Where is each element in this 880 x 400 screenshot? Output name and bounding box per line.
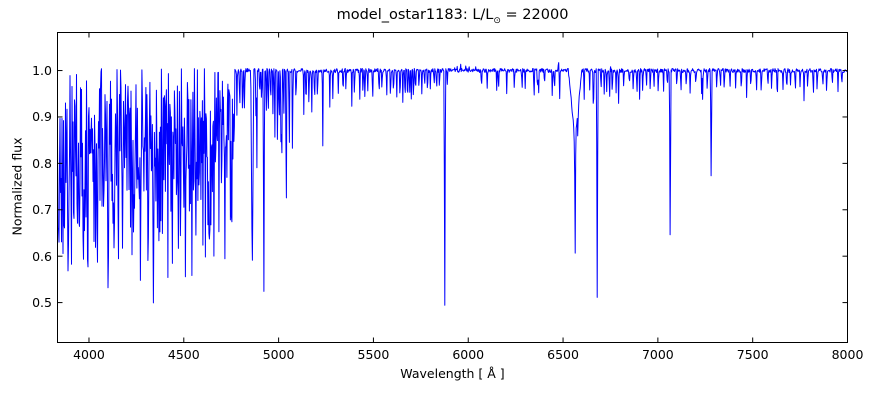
x-tick-label: 5500: [357, 347, 390, 362]
y-axis-label: Normalized flux: [9, 137, 25, 236]
y-tick-label: 1.0: [32, 63, 52, 79]
y-tick-label: 0.8: [32, 155, 52, 171]
plot-title-text: model_ostar1183: L/L: [336, 7, 494, 23]
x-tick-label: 6500: [547, 347, 579, 362]
x-tick-label: 4000: [73, 347, 105, 362]
y-tick-label: 0.7: [32, 202, 52, 218]
sun-symbol: ⊙: [493, 15, 501, 26]
x-tick-label: 6000: [452, 347, 485, 362]
spectrum-canvas: [57, 32, 848, 343]
plot-title: model_ostar1183: L/L⊙ = 22000: [57, 7, 848, 26]
plot-title-value: = 22000: [500, 7, 569, 23]
x-axis-label: Wavelength [ Å ]: [400, 366, 505, 381]
x-tick-label: 7500: [736, 347, 769, 362]
plot-area: [57, 32, 848, 343]
x-tick-label: 4500: [167, 347, 200, 362]
y-tick-label: 0.5: [32, 295, 52, 311]
y-tick-label: 0.6: [32, 248, 52, 264]
x-tick-label: 7000: [641, 347, 674, 362]
x-tick-label: 5000: [262, 347, 295, 362]
x-tick-label: 8000: [831, 347, 864, 362]
y-tick-label: 0.9: [32, 109, 52, 125]
